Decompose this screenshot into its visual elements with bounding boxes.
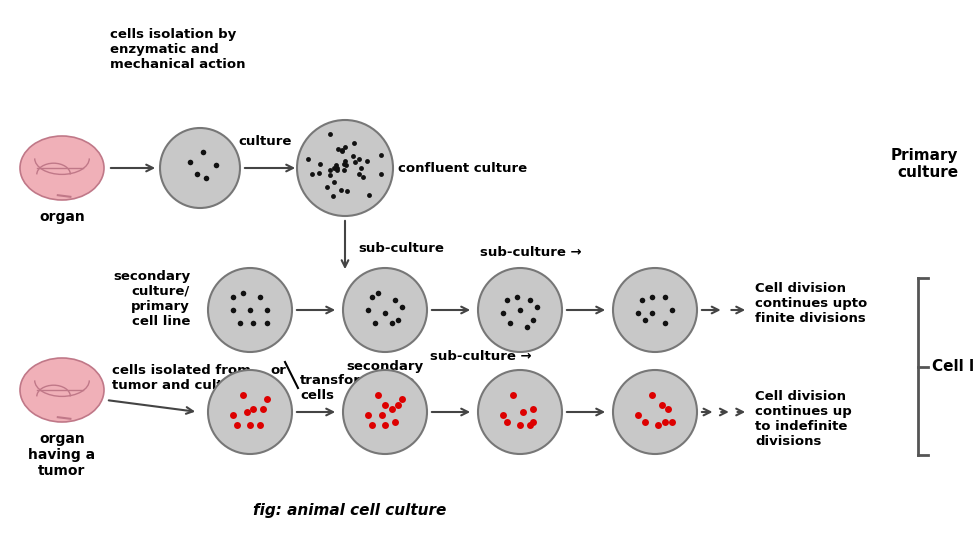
Text: organ
having a
tumor: organ having a tumor	[28, 432, 95, 479]
Text: organ: organ	[39, 210, 85, 224]
Text: secondary
cell line: secondary cell line	[346, 360, 423, 388]
Circle shape	[208, 370, 292, 454]
Text: sub-culture →: sub-culture →	[430, 350, 531, 363]
Text: or: or	[270, 364, 286, 377]
Text: cells isolated from
tumor and cultured: cells isolated from tumor and cultured	[112, 364, 258, 392]
Text: cells isolation by
enzymatic and
mechanical action: cells isolation by enzymatic and mechani…	[110, 28, 245, 71]
Circle shape	[297, 120, 393, 216]
Circle shape	[478, 268, 562, 352]
Text: sub-culture: sub-culture	[358, 242, 444, 255]
Ellipse shape	[20, 136, 104, 200]
Text: Cell division
continues up
to indefinite
divisions: Cell division continues up to indefinite…	[755, 390, 851, 448]
Text: Cell division
continues upto
finite divisions: Cell division continues upto finite divi…	[755, 282, 867, 325]
Text: fig: animal cell culture: fig: animal cell culture	[253, 503, 447, 518]
Circle shape	[343, 370, 427, 454]
Circle shape	[613, 268, 697, 352]
Circle shape	[613, 370, 697, 454]
Circle shape	[160, 128, 240, 208]
Text: Cell line: Cell line	[932, 359, 973, 374]
Text: sub-culture →: sub-culture →	[480, 246, 582, 259]
Text: secondary
culture/
primary
cell line: secondary culture/ primary cell line	[113, 270, 190, 328]
Circle shape	[343, 268, 427, 352]
Circle shape	[208, 268, 292, 352]
Text: culture: culture	[238, 135, 292, 148]
Text: confluent culture: confluent culture	[398, 162, 527, 175]
Text: transformed
cells: transformed cells	[300, 374, 393, 402]
Circle shape	[478, 370, 562, 454]
Ellipse shape	[20, 358, 104, 422]
Text: Primary
culture: Primary culture	[890, 148, 958, 180]
